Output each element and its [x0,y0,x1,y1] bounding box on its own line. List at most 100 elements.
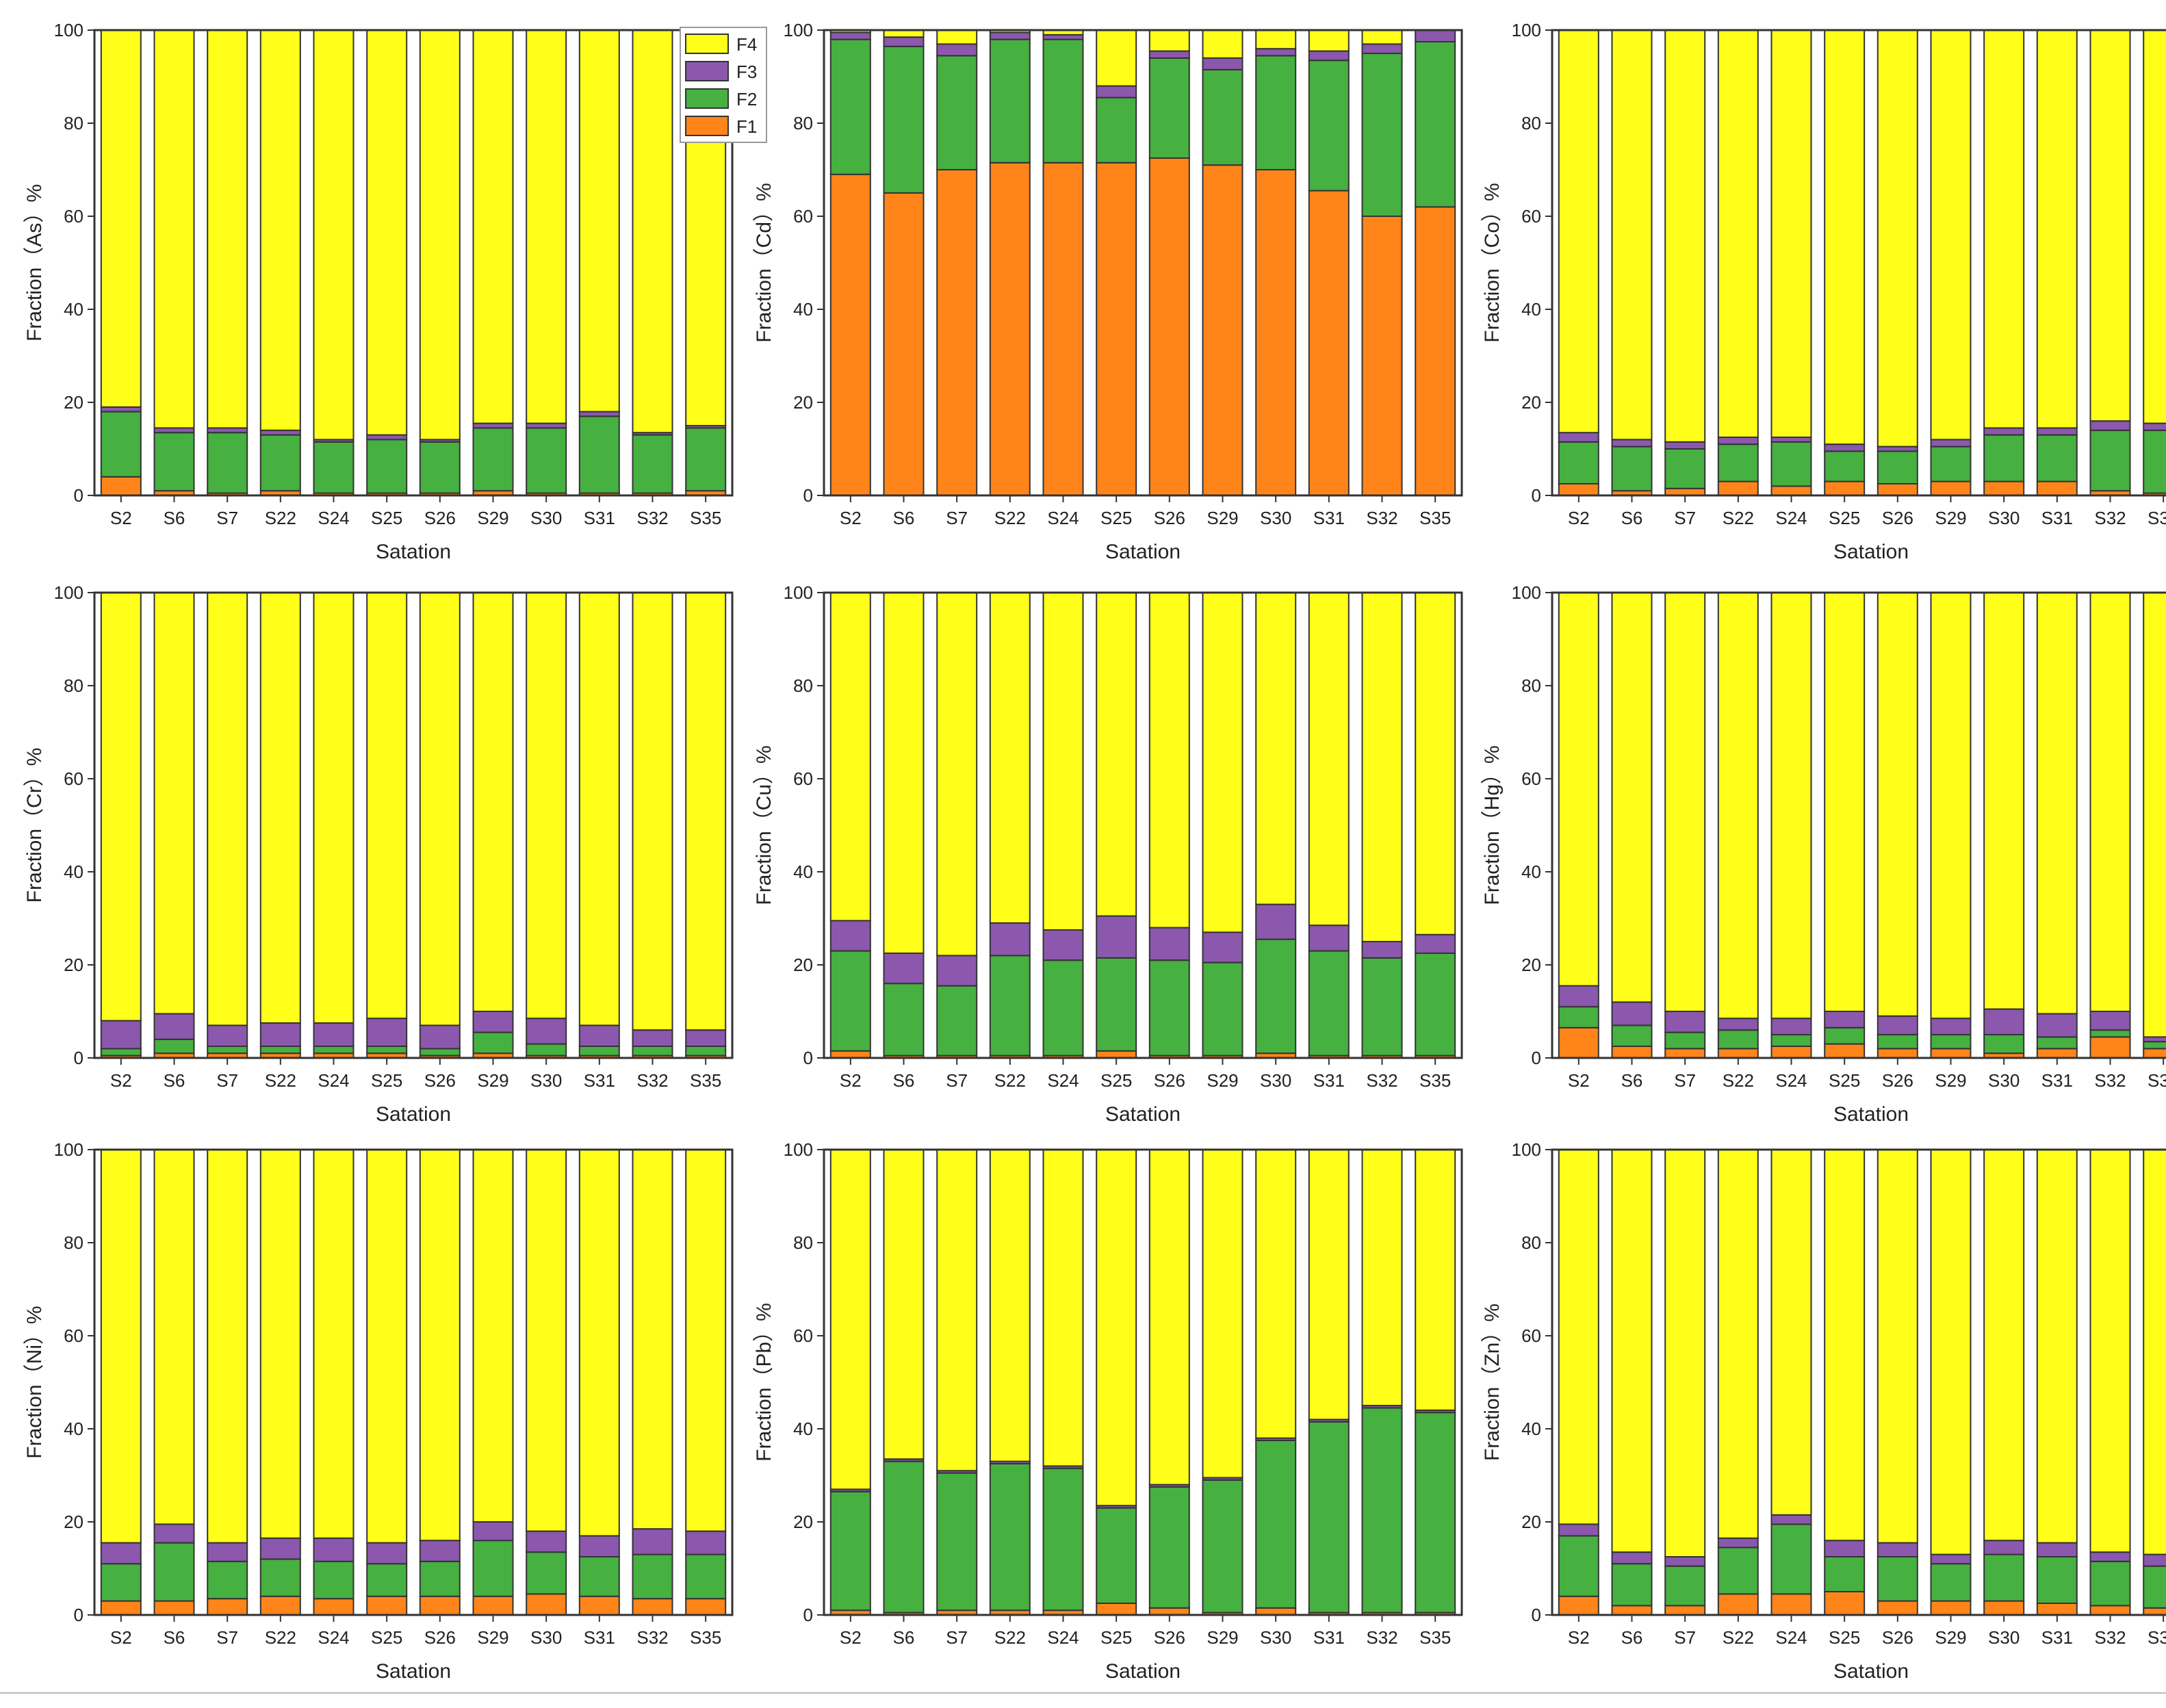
bar-cd-s7-f3 [936,43,978,57]
bar-ni-s29-f2 [472,1540,514,1597]
x-tick-label: S7 [1674,1070,1696,1091]
y-tick-label: 80 [1521,675,1541,696]
bar-ni-s25-f1 [366,1595,408,1616]
bar-as-s7-f4 [207,29,248,429]
x-tick-label: S24 [318,508,349,528]
chart-panel-cd: S2 S6 S7 S22 S24 S25 S26 S29 S30 S31 S32 S35 0 20 40 60… [753,20,1463,563]
y-tick-label: 20 [1521,1512,1541,1532]
bar-hg-s32-f1 [2089,1036,2131,1059]
y-tick-label: 40 [1521,862,1541,882]
bar-ni-s26-f2 [419,1560,461,1597]
bar-cu-s31-f3 [1308,924,1350,952]
bar-co-s30-f4 [1983,29,2025,429]
bar-zn-s22-f3 [1717,1537,1759,1549]
x-tick-label: S31 [1313,1070,1345,1091]
bar-co-s2-f1 [1558,483,1599,496]
bar-cr-s32-f3 [632,1029,673,1047]
y-tick-label: 20 [64,1512,83,1532]
x-tick-label: S6 [893,508,915,528]
bar-co-s31-f2 [2036,434,2078,482]
bar-cu-s31-f2 [1308,950,1350,1057]
bar-cd-s32-f4 [1361,29,1403,45]
x-tick-label: S22 [994,1627,1026,1648]
x-tick-label: S24 [318,1070,349,1091]
bar-ni-s26-f1 [419,1595,461,1616]
x-tick-label: S31 [1313,1627,1345,1648]
x-tick-label: S26 [1154,1070,1185,1091]
bar-as-s7-f2 [207,432,248,494]
y-tick-label: 20 [1521,392,1541,413]
bar-cd-s22-f2 [989,38,1031,164]
bar-cd-s26-f1 [1148,157,1190,496]
bar-co-s24-f3 [1770,437,1812,443]
bar-hg-s29-f2 [1930,1034,1972,1050]
bar-pb-s32-f2 [1361,1407,1403,1614]
bar-ni-s31-f1 [578,1595,620,1616]
x-tick-label: S7 [946,1070,968,1091]
bar-co-s26-f1 [1877,483,1918,496]
plot-frame [93,591,734,1059]
bar-ni-s32-f1 [632,1598,673,1616]
bar-hg-s7-f3 [1664,1011,1706,1033]
bar-ni-s22-f3 [259,1537,301,1560]
bar-cr-s26-f4 [419,592,461,1026]
bar-co-s26-f4 [1877,29,1918,448]
x-tick-label: S6 [164,508,185,528]
x-axis-title: Satation [1105,1660,1181,1683]
x-tick-label: S2 [1568,508,1590,528]
bar-hg-s31-f1 [2036,1048,2078,1059]
bar-cu-s29-f3 [1202,931,1243,963]
y-tick-label: 0 [803,485,813,506]
bar-co-s31-f3 [2036,427,2078,436]
bar-hg-s32-f2 [2089,1029,2131,1038]
bar-cd-s29-f1 [1202,164,1243,496]
y-tick-label: 100 [54,1139,83,1160]
x-axis-title: Satation [1833,541,1909,563]
bar-as-s32-f4 [632,29,673,434]
bar-co-s6-f2 [1611,445,1653,492]
bar-ni-s6-f1 [153,1600,195,1616]
bar-pb-s26-f4 [1148,1149,1190,1486]
x-tick-label: S30 [530,1627,562,1648]
bar-ni-s2-f2 [100,1563,142,1602]
bar-zn-s29-f1 [1930,1600,1972,1616]
bar-co-s31-f4 [2036,29,2078,429]
bar-hg-s7-f2 [1664,1031,1706,1050]
bar-cd-s6-f1 [883,192,925,496]
bar-pb-s24-f2 [1042,1467,1084,1612]
x-tick-label: S35 [1419,508,1451,528]
y-axis-title: Fraction（Co）% [1481,183,1504,342]
bar-ni-s30-f1 [526,1593,567,1616]
bar-cd-s30-f2 [1255,55,1297,171]
bar-co-s29-f4 [1930,29,1972,441]
x-tick-label: S2 [840,1070,862,1091]
plot-frame [823,1148,1463,1616]
bar-as-s31-f4 [578,29,620,413]
chart-panel-cu: S2 S6 S7 S22 S24 S25 S26 S29 S30 S31 S32 S35 0 20 40 60… [753,582,1463,1126]
y-tick-label: 80 [1521,113,1541,133]
bar-hg-s24-f3 [1770,1018,1812,1035]
bar-zn-s35-f4 [2143,1149,2166,1555]
bar-hg-s7-f4 [1664,592,1706,1012]
bar-ni-s22-f2 [259,1558,301,1597]
bar-pb-s25-f1 [1096,1603,1137,1616]
bar-zn-s29-f4 [1930,1149,1972,1555]
bar-hg-s32-f4 [2089,592,2131,1012]
x-tick-label: S26 [424,508,456,528]
bar-cd-s26-f4 [1148,29,1190,52]
bar-zn-s35-f2 [2143,1565,2166,1609]
y-axis-title: Fraction（Cu）% [753,745,775,905]
bar-as-s2-f3 [100,406,142,413]
bar-zn-s25-f2 [1824,1556,1866,1592]
chart-panel-as: S2 S6 S7 S22 S24 S25 S26 S29 S30 S31 S32 S35 0 20 40 60… [23,20,734,563]
y-axis-title: Fraction（Cd）% [753,183,775,342]
bar-hg-s24-f2 [1770,1034,1812,1047]
y-tick-label: 80 [793,113,813,133]
bar-ni-s25-f3 [366,1542,408,1565]
bar-hg-s26-f4 [1877,592,1918,1017]
bar-cu-s32-f4 [1361,592,1403,942]
bar-cu-s2-f2 [829,950,871,1052]
bar-zn-s6-f4 [1611,1149,1653,1553]
bar-hg-s2-f4 [1558,592,1599,987]
bar-cu-s2-f1 [829,1050,871,1059]
